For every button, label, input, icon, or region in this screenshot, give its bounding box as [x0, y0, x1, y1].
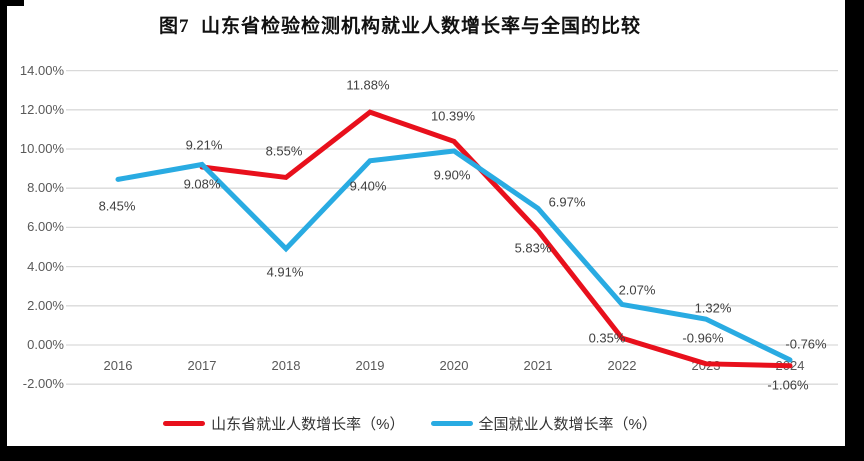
data-label: 1.32%	[694, 300, 732, 316]
shandong-series-line	[199, 109, 793, 369]
y-axis-tick-label: 0.00%	[27, 337, 64, 352]
x-axis-label: 2022	[607, 358, 637, 373]
data-label: 10.39%	[430, 108, 476, 124]
data-label: 9.40%	[349, 178, 387, 194]
data-label: 11.88%	[346, 77, 390, 93]
legend-label-national: 全国就业人数增长率（%）	[478, 415, 657, 433]
x-axis-label: 2018	[271, 358, 301, 373]
border-strip-bottom	[0, 446, 864, 461]
x-axis-label: 2016	[103, 358, 133, 373]
data-label: 0.35%	[588, 330, 626, 346]
y-axis-tick-label: 6.00%	[27, 219, 64, 235]
y-axis-tick-label: 2.00%	[27, 297, 64, 313]
border-strip-left	[0, 0, 7, 461]
data-label: 9.21%	[185, 137, 223, 153]
data-label: -0.96%	[682, 330, 724, 346]
legend-item-shandong: 山东省就业人数增长率（%）	[163, 413, 405, 434]
y-axis-tick-label: 10.00%	[19, 141, 64, 156]
data-label: 6.97%	[548, 194, 586, 210]
national-line-swatch	[430, 420, 473, 426]
y-axis-tick-label: 12.00%	[19, 101, 64, 117]
shandong-line-swatch	[163, 420, 206, 426]
chart-title: 图7 山东省检验检测机构就业人数增长率与全国的比较	[158, 16, 641, 37]
border-strip-top-left	[0, 0, 24, 6]
y-axis-tick-label: -2.00%	[22, 376, 64, 392]
national-series-line	[115, 148, 793, 363]
legend-label-shandong: 山东省就业人数增长率（%）	[211, 415, 405, 433]
data-label: 5.83%	[514, 240, 552, 256]
y-axis-tick-label: 8.00%	[27, 180, 64, 196]
data-label: 8.45%	[98, 198, 136, 214]
data-label: 9.90%	[433, 167, 471, 183]
data-label: 9.08%	[183, 176, 221, 192]
y-axis-tick-label: 14.00%	[19, 62, 64, 78]
data-label: -0.76%	[785, 336, 827, 352]
data-label: -1.06%	[767, 377, 809, 393]
border-strip-right	[845, 0, 864, 461]
x-axis-label: 2019	[355, 358, 385, 373]
y-axis-tick-label: 4.00%	[27, 258, 64, 274]
chart-legend: 山东省就业人数增长率（%） 全国就业人数增长率（%）	[0, 410, 820, 436]
data-label: 2.07%	[618, 282, 656, 298]
x-axis-label: 2020	[439, 358, 469, 373]
x-axis-label: 2021	[523, 358, 553, 373]
data-label: 4.91%	[266, 264, 304, 280]
x-axis-label: 2017	[187, 358, 217, 373]
data-label: 8.55%	[265, 143, 303, 159]
legend-item-national: 全国就业人数增长率（%）	[430, 413, 657, 434]
